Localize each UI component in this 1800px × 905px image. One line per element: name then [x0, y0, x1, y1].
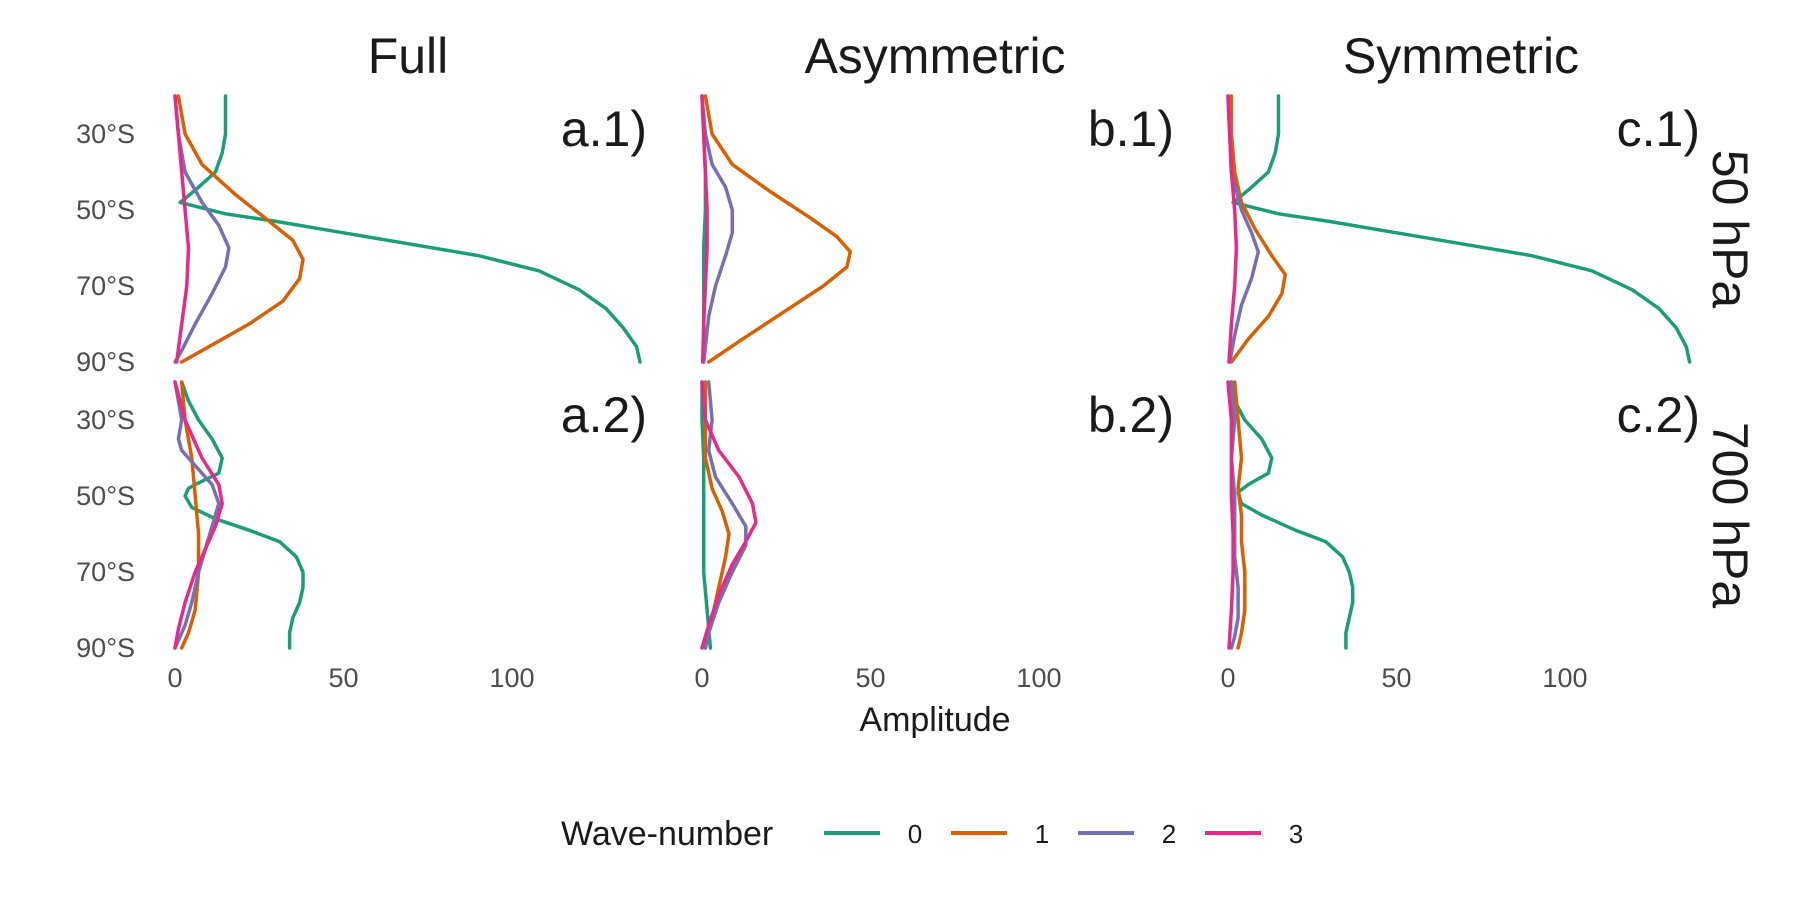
series-line-wave-0 — [1229, 380, 1355, 650]
x-tick-label: 0 — [1220, 663, 1235, 693]
legend-label-wave-1: 1 — [1035, 819, 1049, 849]
column-title-full: Full — [368, 28, 449, 84]
series-line-wave-0 — [700, 380, 713, 650]
series-line-wave-3 — [700, 94, 709, 364]
column-title-symmetric: Symmetric — [1343, 28, 1579, 84]
row-title-2: 700 hPa — [1702, 422, 1758, 608]
x-tick-label: 50 — [855, 663, 885, 693]
panel-label: b.2) — [1088, 387, 1174, 443]
panel-label: a.1) — [561, 101, 647, 157]
series-line-wave-1 — [176, 94, 305, 364]
panel-b2: b.2) — [700, 380, 1174, 650]
series-line-wave-3 — [1226, 380, 1235, 650]
column-title-asymmetric: Asymmetric — [804, 28, 1065, 84]
series-line-wave-3 — [1226, 94, 1239, 364]
x-tick-label: 100 — [489, 663, 534, 693]
x-tick-label: 100 — [1542, 663, 1587, 693]
series-line-wave-0 — [1231, 94, 1692, 364]
x-tick-label: 0 — [167, 663, 182, 693]
x-tick-label: 50 — [328, 663, 358, 693]
legend-label-wave-2: 2 — [1162, 819, 1176, 849]
row-title-1: 50 hPa — [1702, 150, 1758, 309]
legend-title: Wave-number — [561, 815, 773, 853]
x-tick-label: 0 — [694, 663, 709, 693]
y-tick-label: 30°S — [76, 405, 135, 435]
legend-label-wave-0: 0 — [908, 819, 922, 849]
panel-c1: c.1) — [1226, 94, 1700, 364]
panel-a2: a.2) — [173, 380, 647, 650]
y-tick-label: 50°S — [76, 195, 135, 225]
y-tick-label: 90°S — [76, 633, 135, 663]
series-line-wave-1 — [1232, 380, 1247, 650]
panel-a1: a.1) — [173, 94, 647, 364]
series-line-wave-3 — [173, 94, 191, 364]
series-line-wave-0 — [179, 380, 305, 650]
y-tick-label: 70°S — [76, 271, 135, 301]
series-line-wave-1 — [1229, 94, 1288, 364]
panel-label: b.1) — [1088, 101, 1174, 157]
y-tick-label: 50°S — [76, 481, 135, 511]
series-line-wave-2 — [703, 380, 748, 650]
series-line-wave-3 — [173, 380, 224, 650]
panel-label: a.2) — [561, 387, 647, 443]
panel-b1: b.1) — [700, 94, 1174, 364]
y-tick-label: 70°S — [76, 557, 135, 587]
series-line-wave-2 — [700, 94, 735, 364]
x-tick-label: 100 — [1016, 663, 1061, 693]
panel-label: c.1) — [1617, 101, 1700, 157]
panel-label: c.2) — [1617, 387, 1700, 443]
y-tick-label: 30°S — [76, 119, 135, 149]
y-tick-label: 90°S — [76, 347, 135, 377]
x-tick-label: 50 — [1381, 663, 1411, 693]
series-line-wave-0 — [178, 94, 642, 364]
x-axis-title: Amplitude — [859, 701, 1010, 739]
series-line-wave-1 — [703, 94, 853, 364]
series-line-wave-3 — [700, 380, 758, 650]
series-line-wave-2 — [173, 380, 221, 650]
series-line-wave-2 — [173, 94, 231, 364]
series-line-wave-1 — [179, 380, 201, 650]
panel-c2: c.2) — [1226, 380, 1700, 650]
legend-label-wave-3: 3 — [1289, 819, 1303, 849]
